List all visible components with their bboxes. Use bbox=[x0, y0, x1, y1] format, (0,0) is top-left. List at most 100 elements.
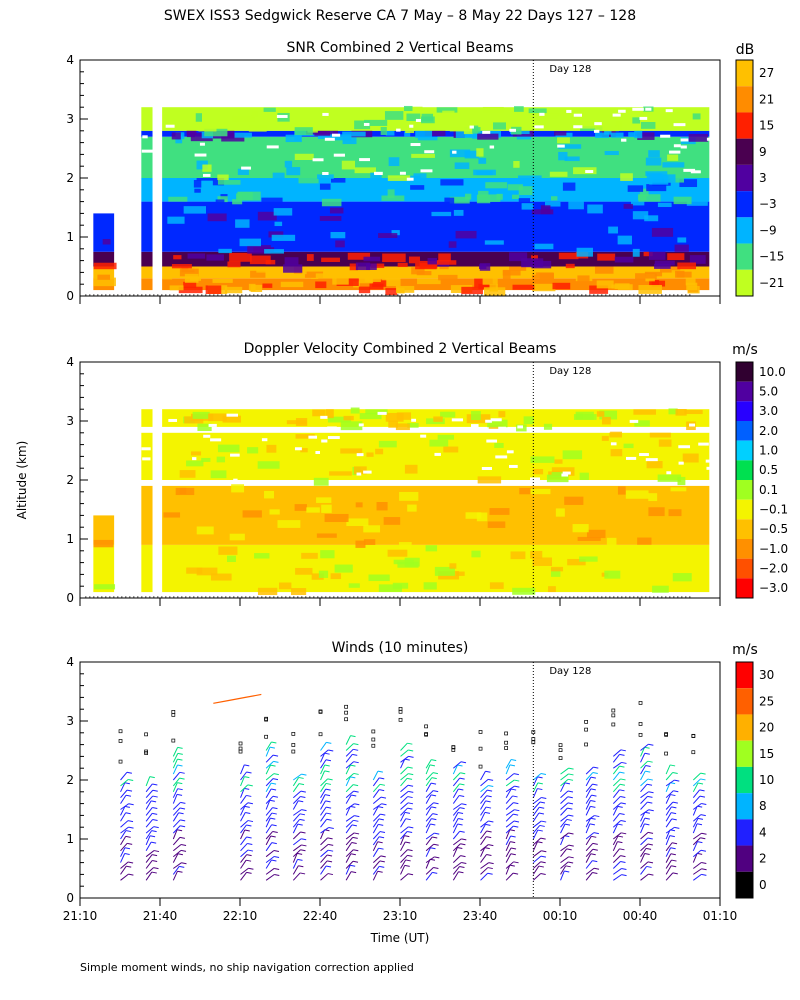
wind-barb-flag bbox=[647, 837, 653, 840]
wind-barb-flag bbox=[617, 841, 623, 844]
wind-barb bbox=[172, 777, 180, 787]
wind-barb bbox=[612, 749, 622, 757]
heatmap-texture bbox=[385, 130, 395, 136]
heatmap-gap bbox=[593, 129, 600, 133]
wind-barb-flag bbox=[271, 842, 277, 845]
wind-barb bbox=[505, 841, 511, 852]
wind-barb bbox=[120, 806, 126, 816]
heatmap-texture bbox=[266, 444, 277, 453]
heatmap-texture bbox=[399, 491, 419, 501]
wind-barb-flag bbox=[379, 860, 385, 863]
wind-marker-square bbox=[371, 729, 376, 734]
heatmap-texture bbox=[448, 241, 457, 248]
heatmap-texture bbox=[405, 126, 415, 134]
wind-barb-flag bbox=[459, 795, 465, 797]
wind-barb-flag bbox=[671, 865, 677, 868]
wind-barb-flag bbox=[487, 872, 493, 875]
heatmap-gap bbox=[451, 418, 464, 422]
wind-barb-flag bbox=[541, 850, 547, 853]
wind-barb bbox=[320, 800, 326, 810]
heatmap-texture bbox=[235, 219, 250, 228]
heatmap-texture bbox=[387, 175, 411, 181]
wind-marker-square bbox=[638, 701, 643, 705]
heatmap-texture bbox=[429, 439, 449, 447]
heatmap-texture bbox=[625, 490, 649, 499]
heatmap-texture bbox=[363, 539, 376, 545]
wind-barb bbox=[692, 814, 702, 822]
wind-barb-flag bbox=[153, 826, 159, 829]
heatmap-texture bbox=[482, 106, 504, 114]
wind-marker-square bbox=[171, 710, 176, 714]
wind-barb-flag bbox=[590, 776, 596, 779]
heatmap-texture bbox=[264, 490, 275, 499]
wind-barb-flag bbox=[648, 809, 654, 812]
wind-barb bbox=[172, 866, 180, 875]
heatmap-texture bbox=[668, 408, 678, 415]
doppler-title: Doppler Velocity Combined 2 Vertical Bea… bbox=[244, 341, 557, 357]
heatmap-texture bbox=[459, 265, 480, 270]
wind-barb bbox=[172, 837, 181, 846]
wind-barb-flag bbox=[124, 805, 131, 808]
wind-barb bbox=[612, 796, 621, 804]
heatmap-texture bbox=[455, 230, 477, 239]
wind-barb-flag bbox=[701, 861, 707, 864]
heatmap-texture bbox=[673, 196, 692, 205]
heatmap-texture bbox=[645, 171, 668, 176]
heatmap-gap bbox=[358, 423, 364, 427]
heatmap-gap bbox=[434, 452, 441, 456]
wind-barb bbox=[292, 849, 301, 858]
wind-barb-flag bbox=[327, 837, 333, 840]
heatmap-texture bbox=[546, 474, 569, 483]
wind-barb bbox=[345, 860, 354, 869]
wind-barb bbox=[240, 829, 246, 840]
wind-barb bbox=[240, 820, 249, 828]
heatmap-texture bbox=[387, 549, 408, 557]
wind-barb bbox=[265, 746, 271, 757]
wind-barb-flag bbox=[245, 812, 251, 814]
wind-barb-flag bbox=[486, 854, 492, 857]
wind-barb bbox=[665, 865, 672, 875]
heatmap-texture bbox=[576, 413, 583, 419]
wind-barb-flag bbox=[457, 764, 463, 767]
heatmap-texture bbox=[364, 119, 388, 126]
wind-barb bbox=[640, 747, 646, 757]
wind-barb-flag bbox=[590, 799, 596, 802]
wind-barb bbox=[612, 835, 619, 846]
heatmap-texture bbox=[206, 254, 224, 261]
heatmap-texture bbox=[391, 230, 400, 236]
wind-barb bbox=[560, 807, 568, 816]
heatmap-texture bbox=[644, 215, 659, 222]
heatmap-texture bbox=[596, 411, 605, 417]
wind-marker-square bbox=[238, 746, 243, 751]
wind-marker-square bbox=[584, 742, 588, 747]
wind-barb-flag bbox=[325, 782, 332, 785]
wind-barb bbox=[640, 873, 649, 881]
wind-barb-flag bbox=[351, 841, 357, 844]
wind-barb-flag bbox=[457, 847, 463, 850]
wind-barb bbox=[292, 865, 299, 875]
y-axis-label: Altitude (km) bbox=[15, 441, 29, 520]
heatmap-texture bbox=[372, 279, 387, 287]
heatmap-texture bbox=[509, 252, 528, 262]
heatmap-texture bbox=[438, 253, 451, 262]
colorbar-label: 30 bbox=[759, 668, 774, 682]
wind-barb-flag bbox=[537, 829, 543, 832]
winds-plot-area bbox=[118, 693, 707, 881]
wind-barb-flag bbox=[460, 761, 467, 764]
heatmap-texture bbox=[565, 263, 575, 269]
wind-barb bbox=[665, 764, 671, 775]
wind-marker-square bbox=[264, 716, 268, 721]
wind-marker-square bbox=[558, 756, 563, 760]
wind-marker-square bbox=[478, 746, 483, 751]
wind-barb-flag bbox=[458, 817, 464, 820]
wind-barb-flag bbox=[404, 835, 410, 838]
wind-barb bbox=[505, 825, 514, 834]
wind-barb bbox=[532, 829, 539, 840]
wind-barb-flag bbox=[180, 825, 186, 828]
wind-barb bbox=[345, 824, 353, 834]
heatmap-texture bbox=[531, 209, 554, 215]
wind-marker-square bbox=[504, 740, 508, 745]
heatmap-texture bbox=[663, 117, 673, 124]
heatmap-texture bbox=[350, 407, 360, 414]
wind-barb-flag bbox=[537, 776, 543, 779]
